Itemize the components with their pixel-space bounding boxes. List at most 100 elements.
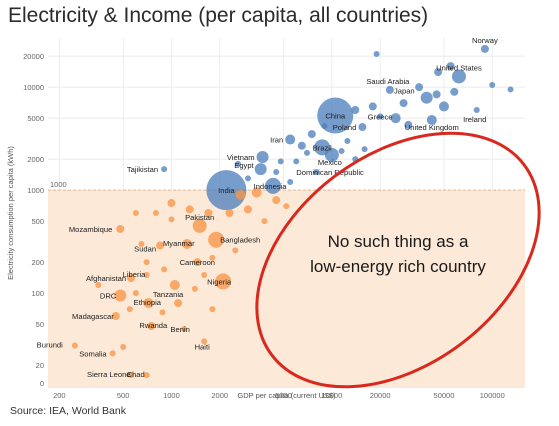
country-label: Saudi Arabia (366, 77, 410, 86)
point-tanzania (169, 279, 180, 290)
annotation-line-2: low-energy rich country (310, 257, 486, 276)
country-label: Burundi (37, 341, 63, 350)
x-tick-label: 100000 (480, 391, 505, 400)
country-label: Ethiopia (134, 298, 162, 307)
point (507, 86, 514, 93)
y-tick-label: 500 (31, 217, 44, 226)
point (168, 216, 175, 223)
point (251, 187, 262, 198)
country-label: Sierra Leone (87, 370, 130, 379)
point-sudan (156, 241, 165, 250)
point (297, 141, 306, 150)
chart-title: Electricity & Income (per capita, all co… (8, 4, 429, 27)
point (244, 175, 251, 182)
point (235, 160, 242, 167)
country-label: Pakistan (185, 213, 214, 222)
y-tick-label: 200 (31, 258, 44, 267)
y-axis-ticks: 20 50 100 200 500 1000 2000 5000 10000 20000 (23, 52, 44, 370)
point (361, 146, 368, 153)
data-points (71, 44, 514, 379)
country-label: Mozambique (69, 225, 112, 234)
country-label: Indonesia (254, 182, 288, 191)
country-label: Tajikistan (127, 165, 158, 174)
country-label: Mexico (318, 158, 342, 167)
point-cameroon (193, 258, 202, 267)
country-label: Vietnam (227, 153, 255, 162)
point (338, 147, 345, 154)
point (174, 299, 183, 308)
annotation-line-1: No such thing as a (328, 232, 469, 251)
point (185, 205, 194, 214)
point (225, 209, 234, 217)
point (204, 209, 213, 217)
point-pakistan (192, 218, 207, 233)
point-sierra-leone (128, 372, 135, 379)
point (143, 259, 150, 266)
x-tick-label: 2000 (211, 391, 228, 400)
point (434, 68, 443, 77)
y-axis-title: Electricity consumption per capita (kWh) (6, 146, 15, 280)
point (273, 169, 280, 176)
point-liberia (143, 272, 150, 279)
x-tick-label: 10000 (321, 391, 342, 400)
point (321, 122, 328, 129)
point (415, 83, 424, 92)
point (304, 149, 311, 156)
point (373, 50, 380, 57)
country-label: United Kingdom (405, 123, 459, 132)
point-mexico (324, 147, 339, 162)
point (432, 90, 441, 99)
country-label: Brazil (313, 143, 332, 152)
point-somalia (109, 350, 116, 357)
country-label: Rwanda (139, 321, 168, 330)
point-poland (358, 123, 367, 132)
point-japan (420, 91, 433, 104)
point-rwanda (147, 321, 156, 330)
point (201, 272, 208, 279)
point-ethiopia (143, 298, 154, 309)
point (161, 266, 168, 273)
point-madagascar (111, 312, 120, 321)
point (489, 81, 496, 88)
country-label: Egypt (234, 161, 254, 170)
point (152, 210, 159, 216)
point-iran (285, 134, 296, 145)
x-tick-label: 500 (117, 391, 130, 400)
country-label: Poland (333, 123, 357, 132)
point-india (206, 170, 247, 211)
y-tick-label: 5000 (27, 114, 44, 123)
country-label: Benin (170, 325, 189, 334)
country-label: Greece (368, 112, 393, 121)
point-ireland (473, 106, 480, 113)
point-indonesia (265, 177, 282, 194)
point (287, 178, 294, 185)
point-dominican-republic (313, 169, 320, 176)
x-tick-label: 5000 (275, 391, 292, 400)
y-axis-zero-label: 0 (40, 379, 44, 388)
x-tick-label: 50000 (434, 391, 455, 400)
point (167, 199, 176, 208)
country-label: Afghanistan (86, 274, 126, 283)
point (261, 218, 268, 225)
country-label: Haiti (195, 342, 211, 351)
point-haiti (201, 338, 208, 345)
point (232, 247, 239, 254)
point-vietnam (256, 150, 269, 163)
country-label: Somalia (79, 349, 107, 358)
point (293, 158, 300, 165)
point (446, 62, 455, 71)
point-afghanistan (127, 274, 136, 283)
point (235, 189, 246, 200)
point-nigeria (215, 273, 232, 290)
point (95, 281, 102, 288)
point-saudi-arabia (385, 85, 394, 94)
point-mozambique (116, 224, 125, 233)
country-label: DRC (100, 291, 117, 300)
point (132, 290, 139, 297)
point (450, 87, 459, 96)
point-benin (181, 325, 188, 332)
point (390, 113, 401, 124)
point (307, 130, 316, 139)
